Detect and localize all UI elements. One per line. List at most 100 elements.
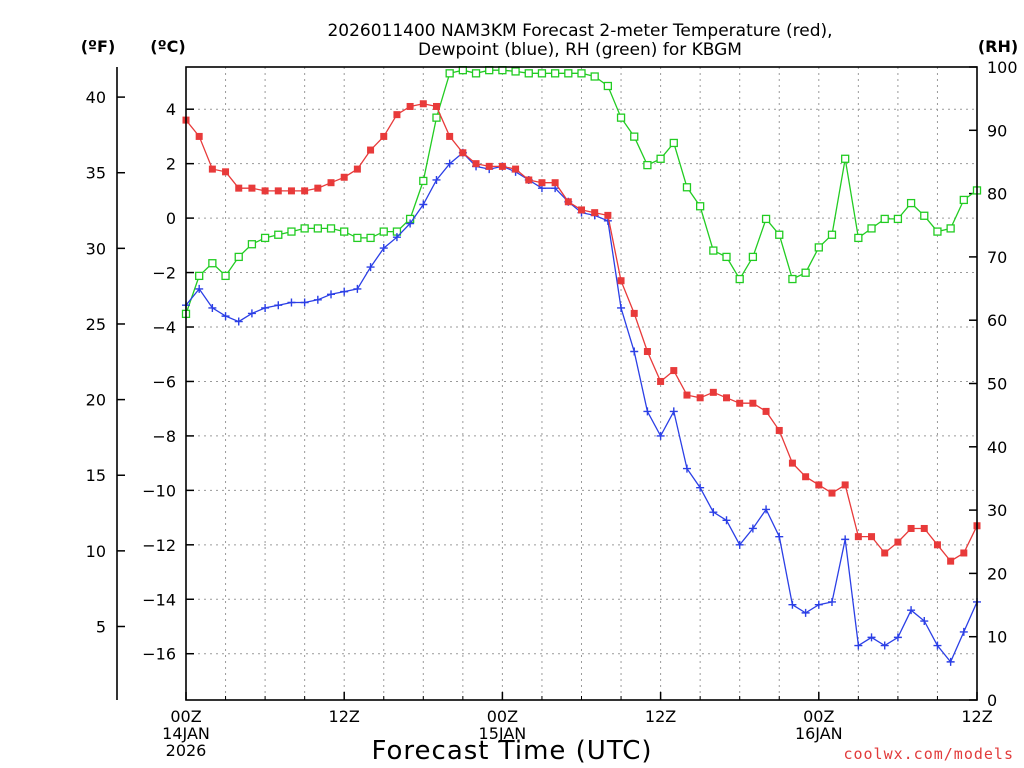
data-point bbox=[590, 72, 599, 81]
fahrenheit-tick-label: 35 bbox=[86, 164, 106, 183]
rh-tick-label: 20 bbox=[987, 564, 1007, 583]
data-point bbox=[920, 524, 928, 532]
data-point bbox=[722, 252, 731, 262]
data-point bbox=[880, 214, 889, 224]
rh-tick-label: 60 bbox=[987, 311, 1007, 330]
data-point bbox=[564, 69, 573, 78]
data-point bbox=[854, 233, 863, 243]
data-point bbox=[313, 224, 322, 233]
data-point bbox=[591, 209, 599, 217]
data-point bbox=[287, 298, 296, 307]
data-point bbox=[907, 524, 915, 532]
data-point bbox=[867, 633, 876, 642]
data-point bbox=[682, 183, 692, 192]
data-point bbox=[881, 549, 889, 557]
data-point bbox=[880, 641, 889, 650]
data-point bbox=[287, 187, 295, 195]
celsius-tick-label: 0 bbox=[166, 209, 176, 228]
celsius-unit-label: (ºC) bbox=[150, 37, 185, 56]
chart-title-line-1: 2026011400 NAM3KM Forecast 2-meter Tempe… bbox=[327, 21, 832, 41]
data-point bbox=[235, 184, 243, 192]
data-point bbox=[683, 391, 691, 399]
data-point bbox=[827, 597, 836, 606]
data-point bbox=[340, 287, 349, 296]
plot-frame bbox=[185, 66, 978, 701]
data-point bbox=[669, 138, 678, 148]
data-point bbox=[933, 641, 942, 650]
data-point bbox=[471, 69, 481, 78]
data-point bbox=[524, 69, 533, 78]
data-point bbox=[630, 132, 639, 141]
data-point bbox=[788, 274, 797, 284]
data-point bbox=[446, 132, 454, 140]
data-point bbox=[195, 284, 204, 293]
data-point bbox=[550, 69, 560, 78]
data-point bbox=[274, 301, 283, 310]
celsius-tick-label: −4 bbox=[152, 318, 176, 337]
chart-title: 2026011400 NAM3KM Forecast 2-meter Tempe… bbox=[327, 21, 832, 60]
data-point bbox=[960, 549, 968, 557]
data-point bbox=[208, 303, 217, 312]
data-point bbox=[841, 481, 849, 489]
data-point bbox=[933, 541, 941, 549]
data-point bbox=[841, 154, 850, 163]
data-point bbox=[656, 154, 665, 163]
data-point bbox=[893, 214, 903, 224]
data-point bbox=[498, 162, 506, 170]
x-tick-label: 16JAN bbox=[795, 724, 843, 743]
data-point bbox=[814, 243, 823, 252]
data-point bbox=[432, 102, 440, 110]
fahrenheit-unit-label: (ºF) bbox=[81, 37, 116, 56]
rh-tick-label: 70 bbox=[987, 248, 1007, 267]
data-point bbox=[814, 600, 823, 609]
data-point bbox=[696, 483, 705, 492]
data-point bbox=[656, 431, 665, 440]
data-point bbox=[748, 252, 758, 262]
fahrenheit-tick-label: 20 bbox=[86, 391, 106, 410]
data-point bbox=[287, 227, 296, 236]
data-point bbox=[313, 295, 322, 304]
data-point bbox=[379, 227, 388, 236]
data-point bbox=[300, 298, 309, 307]
data-point bbox=[222, 168, 230, 176]
data-point bbox=[485, 162, 493, 170]
fahrenheit-tick-label: 40 bbox=[86, 88, 106, 107]
data-point bbox=[643, 160, 652, 170]
data-point bbox=[301, 187, 309, 195]
data-point bbox=[696, 394, 704, 402]
data-point bbox=[748, 524, 757, 533]
data-point bbox=[736, 399, 744, 407]
data-point bbox=[788, 600, 797, 609]
x-tick-label: 15JAN bbox=[479, 724, 527, 743]
data-point bbox=[854, 641, 863, 650]
data-point bbox=[366, 233, 375, 243]
data-point bbox=[670, 367, 678, 375]
data-point bbox=[696, 202, 705, 211]
data-point bbox=[234, 252, 243, 262]
grid-lines bbox=[186, 67, 977, 700]
x-tick-label: 12Z bbox=[961, 707, 992, 726]
data-point bbox=[946, 224, 955, 233]
data-point bbox=[894, 538, 902, 546]
data-point bbox=[682, 464, 691, 473]
data-point bbox=[815, 481, 823, 489]
data-point bbox=[722, 516, 731, 525]
data-point bbox=[432, 175, 441, 184]
data-point bbox=[274, 187, 282, 195]
data-point bbox=[854, 533, 862, 541]
data-point bbox=[340, 227, 349, 236]
data-point bbox=[749, 399, 757, 407]
data-point bbox=[577, 69, 586, 78]
data-point bbox=[392, 233, 401, 242]
credit-text: coolwx.com/models bbox=[843, 745, 1014, 763]
fahrenheit-tick-label: 25 bbox=[86, 315, 106, 334]
data-point bbox=[208, 259, 217, 268]
x-tick-label: 00Z bbox=[803, 707, 834, 726]
data-point bbox=[261, 187, 269, 195]
rh-tick-label: 30 bbox=[987, 501, 1007, 520]
data-point bbox=[657, 377, 665, 385]
data-point bbox=[709, 508, 718, 517]
data-point bbox=[630, 309, 638, 317]
data-point bbox=[802, 473, 810, 481]
